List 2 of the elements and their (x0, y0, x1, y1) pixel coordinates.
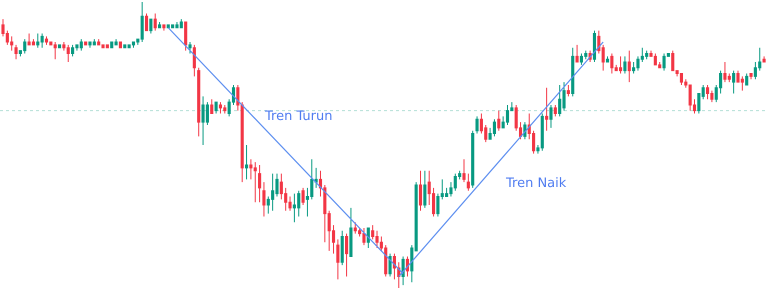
annotation: Tren Naik (505, 176, 567, 191)
annotation: Tren Turun (264, 109, 332, 124)
